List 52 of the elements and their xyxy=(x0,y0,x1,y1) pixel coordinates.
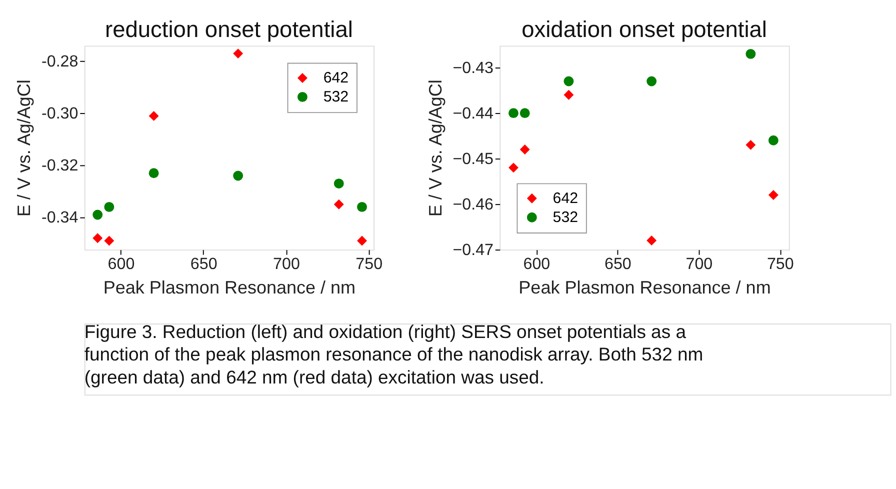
point xyxy=(334,178,344,189)
point xyxy=(334,199,344,210)
point xyxy=(746,140,756,150)
x-axis-title: Peak Plasmon Resonance / nm xyxy=(518,278,771,298)
y-tick-label: −0.45 xyxy=(452,150,494,168)
point xyxy=(357,202,367,212)
x-tick-label: 600 xyxy=(523,255,550,274)
point xyxy=(768,190,778,200)
point xyxy=(233,48,244,59)
point xyxy=(92,210,103,220)
point xyxy=(233,170,244,181)
caption: Figure 3. Reduction (left) and oxidation (right) SERS onset potentials as a function of the peak plasmon resonance of the nanodisk array. Both 532 nm (green data) and 642 nm (red data) excitation was used. xyxy=(84,320,704,388)
point xyxy=(746,48,756,59)
point xyxy=(148,110,159,121)
x-tick-label: 700 xyxy=(686,255,713,274)
y-tick-label: −0.46 xyxy=(452,195,494,214)
chart-title: reduction onset potential xyxy=(105,16,353,42)
y-tick-label: −0.43 xyxy=(452,58,494,77)
point xyxy=(508,162,518,173)
point xyxy=(520,144,530,154)
point xyxy=(508,108,518,118)
y-tick-label: −0.47 xyxy=(452,240,494,259)
y-tick-label: -0.28 xyxy=(42,52,78,71)
point xyxy=(768,135,778,146)
point xyxy=(104,202,114,212)
x-tick-label: 650 xyxy=(604,255,632,274)
y-axis-title: E / V vs. Ag/AgCl xyxy=(425,80,446,217)
point xyxy=(92,233,103,244)
point xyxy=(564,76,574,86)
point xyxy=(520,108,530,118)
legend-label: 532 xyxy=(552,209,578,226)
y-tick-label: -0.30 xyxy=(42,104,78,123)
y-tick-label: -0.32 xyxy=(42,156,78,175)
x-tick-label: 750 xyxy=(356,255,383,274)
point xyxy=(104,236,114,246)
x-tick-label: 750 xyxy=(766,255,794,274)
legend-label: 642 xyxy=(323,70,349,87)
legend-label: 532 xyxy=(323,88,349,106)
legend-label: 642 xyxy=(552,190,578,208)
x-tick-label: 650 xyxy=(190,255,218,274)
point xyxy=(357,236,367,246)
point xyxy=(646,236,657,246)
point xyxy=(564,90,574,100)
y-tick-label: −0.44 xyxy=(452,104,494,122)
x-tick-label: 700 xyxy=(273,255,300,274)
chart-title: oxidation onset potential xyxy=(522,16,767,42)
point xyxy=(646,76,657,86)
point xyxy=(148,168,159,178)
y-axis-title: E / V vs. Ag/AgCl xyxy=(14,80,34,217)
y-tick-label: -0.34 xyxy=(42,208,78,227)
x-tick-label: 600 xyxy=(108,255,135,274)
x-axis-title: Peak Plasmon Resonance / nm xyxy=(103,278,356,298)
